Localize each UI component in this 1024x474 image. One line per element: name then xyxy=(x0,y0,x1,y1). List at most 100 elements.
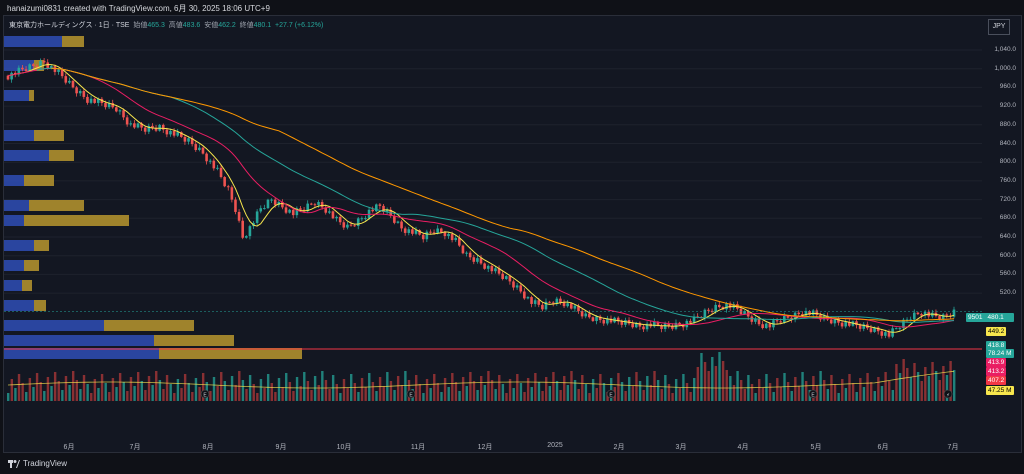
candle-body xyxy=(479,258,483,264)
candle-body xyxy=(515,285,519,288)
tradingview-icon xyxy=(8,459,20,468)
candle-body xyxy=(129,123,133,125)
candle-body xyxy=(245,236,248,238)
candle-body xyxy=(140,123,143,128)
volume-bar xyxy=(277,378,281,401)
volume-bar xyxy=(436,383,440,401)
volume-bar xyxy=(375,391,378,401)
price-tick: 920.0 xyxy=(999,102,1016,110)
volume-bar xyxy=(122,382,125,401)
volume-bar xyxy=(898,373,902,401)
candle-body xyxy=(710,310,714,312)
volume-profile-bar xyxy=(104,320,194,331)
volume-bar xyxy=(422,393,425,401)
candle-body xyxy=(808,311,811,315)
candle-body xyxy=(335,216,338,219)
candle-body xyxy=(768,323,772,328)
candle-body xyxy=(147,125,151,132)
volume-profile-bar xyxy=(24,175,54,186)
tradingview-logo[interactable]: TradingView xyxy=(8,459,67,468)
volume-bar xyxy=(949,361,952,401)
volume-bar xyxy=(404,371,407,401)
volume-bar xyxy=(378,377,382,401)
volume-bar xyxy=(68,385,71,401)
candle-body xyxy=(13,72,17,75)
volume-bar xyxy=(635,372,638,401)
candle-body xyxy=(483,263,486,269)
volume-bar xyxy=(721,361,725,401)
candle-body xyxy=(902,319,905,329)
candle-body xyxy=(39,60,42,68)
volume-bar xyxy=(707,371,710,401)
price-tick: 520.0 xyxy=(999,289,1016,297)
chart-frame[interactable] xyxy=(3,15,1022,453)
candle-body xyxy=(24,69,28,71)
time-tick: 2月 xyxy=(613,444,625,451)
volume-bar xyxy=(353,383,357,401)
candle-body xyxy=(779,321,782,323)
currency-button[interactable]: JPY xyxy=(988,19,1010,35)
candle-body xyxy=(681,325,685,328)
candle-body xyxy=(96,98,100,103)
candle-body xyxy=(577,305,580,312)
volume-bar xyxy=(173,393,176,401)
candle-body xyxy=(255,211,259,223)
price-tag: 449.2 xyxy=(986,327,1007,336)
volume-bar xyxy=(144,390,147,401)
volume-bar xyxy=(483,385,487,401)
candle-body xyxy=(136,123,140,128)
price-tick: 560.0 xyxy=(999,270,1016,278)
tag-value: 480.1 xyxy=(987,314,1004,321)
volume-bar xyxy=(140,381,143,401)
candle-body xyxy=(671,326,674,329)
candle-body xyxy=(620,321,624,325)
candle-body xyxy=(905,319,909,321)
volume-bar xyxy=(79,389,82,401)
volume-bar xyxy=(111,378,115,401)
volume-bar xyxy=(942,366,945,401)
volume-bar xyxy=(931,362,934,401)
candle-body xyxy=(86,96,89,103)
price-chart[interactable]: E E E E ⚡ xyxy=(4,16,984,436)
candle-body xyxy=(815,310,819,315)
time-tick: 6月 xyxy=(63,444,75,451)
candle-body xyxy=(631,323,634,328)
candle-body xyxy=(165,129,169,135)
low-label: 安値 xyxy=(204,22,219,29)
candle-body xyxy=(223,177,226,187)
volume-bar xyxy=(833,384,837,401)
candle-body xyxy=(324,207,328,213)
candle-body xyxy=(588,313,591,318)
volume-bar xyxy=(602,383,606,401)
candle-body xyxy=(201,147,205,154)
volume-bar xyxy=(425,379,429,401)
candle-body xyxy=(447,233,450,237)
candle-body xyxy=(653,321,656,327)
volume-profile-bar xyxy=(62,36,84,47)
volume-profile-bar xyxy=(4,348,159,359)
candle-body xyxy=(580,311,584,317)
candle-body xyxy=(523,291,526,299)
candle-body xyxy=(107,103,111,108)
candle-body xyxy=(306,203,309,212)
volume-bar xyxy=(653,371,656,401)
volume-bar xyxy=(620,382,624,401)
credit-text: hanaizumi0831 created with TradingView.c… xyxy=(7,4,270,13)
candle-body xyxy=(624,320,627,325)
volume-bar xyxy=(317,385,320,401)
ma-200-line xyxy=(51,67,955,322)
volume-bar xyxy=(227,390,230,401)
volume-bar xyxy=(938,380,941,401)
candle-body xyxy=(115,107,118,112)
candle-body xyxy=(439,228,443,233)
earnings-badge-label: E xyxy=(203,393,207,399)
volume-bar xyxy=(285,373,288,401)
price-axis[interactable]: 1,040.0 1,000.0 960.0 920.0 880.0 840.0 800.0 7… xyxy=(984,40,1020,410)
volume-bar xyxy=(115,387,118,401)
candle-body xyxy=(526,297,530,299)
candle-body xyxy=(50,66,53,69)
volume-bar xyxy=(548,386,552,401)
candle-body xyxy=(371,209,374,212)
candle-body xyxy=(728,303,732,308)
volume-bar xyxy=(869,382,873,401)
